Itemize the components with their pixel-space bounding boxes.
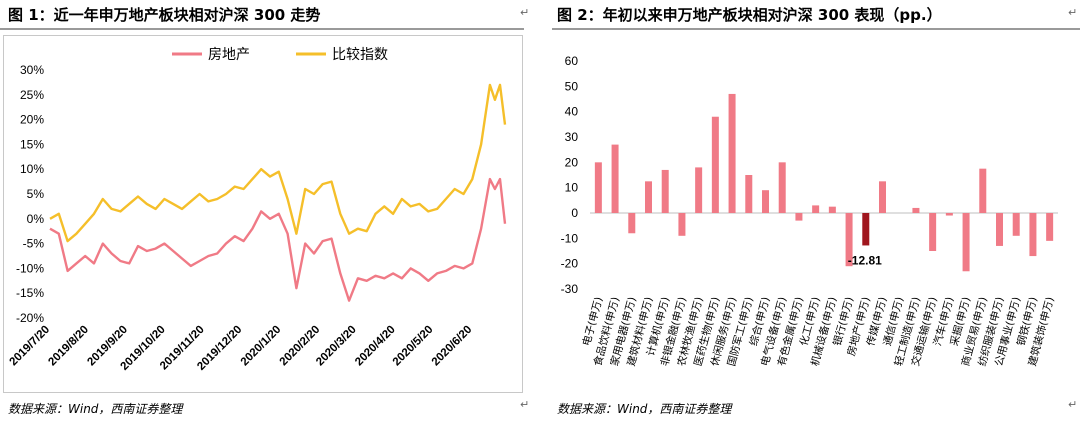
y-tick-label: -15% [16,286,44,300]
series-line [49,83,507,243]
y-tick-label: -10 [561,231,579,245]
title-rule [0,28,524,30]
y-tick-label: 10% [20,162,44,176]
y-tick-label: -10% [16,261,44,275]
return-mark: ↵ [1068,398,1078,411]
bar [812,205,820,213]
y-tick-label: -5% [23,237,45,251]
bar [862,213,870,246]
bar [945,213,953,216]
legend-label: 房地产 [208,47,250,63]
y-tick-label: 10 [565,181,579,195]
bar [628,213,636,234]
y-tick-label: -30 [561,282,579,296]
chart2-source: 数据来源：Wind，西南证券整理 [557,402,732,416]
return-mark: ↵ [520,6,530,19]
legend-label: 比较指数 [332,47,388,63]
y-tick-label: 0% [27,212,45,226]
bar [929,213,937,251]
y-tick-label: 30% [20,63,44,77]
chart2-title: 图 2：年初以来申万地产板块相对沪深 300 表现（pp.） [557,6,942,24]
return-mark: ↵ [1068,6,1078,19]
bar [879,181,886,213]
y-tick-label: 5% [27,187,45,201]
y-tick-label: 60 [565,54,579,68]
chart1-frame [3,35,523,393]
chart1-legend: 房地产 比较指数 [172,47,388,63]
y-tick-label: -20% [16,311,44,325]
bar [678,213,686,236]
bar [979,168,987,213]
bar [728,93,736,213]
y-tick-label: -20 [561,257,579,271]
bar [711,116,719,213]
bar [695,167,703,213]
chart2-categories: 电子(申万)食品饮料(申万)家用电器(申万)建筑材料(申万)计算机(申万)非银金… [580,295,1057,367]
bar [795,213,803,221]
series-line [49,177,507,302]
y-tick-label: 20% [20,113,44,127]
bar [996,213,1003,246]
y-tick-label: 25% [20,88,44,102]
bar [828,206,836,213]
y-tick-label: 15% [20,137,44,151]
bar [1046,213,1054,241]
bar [1029,213,1037,257]
bar [594,162,602,213]
bar [745,175,753,213]
bar [645,181,652,213]
y-tick-label: 0 [571,206,578,220]
bar [845,213,853,267]
y-tick-label: 50 [565,79,579,93]
bar [962,213,970,272]
return-mark: ↵ [520,398,530,411]
chart2-bars: -12.81 [594,93,1054,272]
y-tick-label: 40 [565,105,579,119]
chart1-title: 图 1：近一年申万地产板块相对沪深 300 走势 [8,6,321,24]
bar [762,190,769,213]
y-tick-label: 20 [565,155,579,169]
chart1-source: 数据来源：Wind，西南证券整理 [8,402,183,416]
bar [912,207,920,213]
bar [661,169,669,213]
bar [1012,213,1020,236]
y-tick-label: 30 [565,130,579,144]
bar [611,144,619,213]
title-rule [552,28,1080,30]
bar [778,162,786,213]
chart1-series [49,83,507,302]
bar-data-label: -12.81 [848,253,882,267]
